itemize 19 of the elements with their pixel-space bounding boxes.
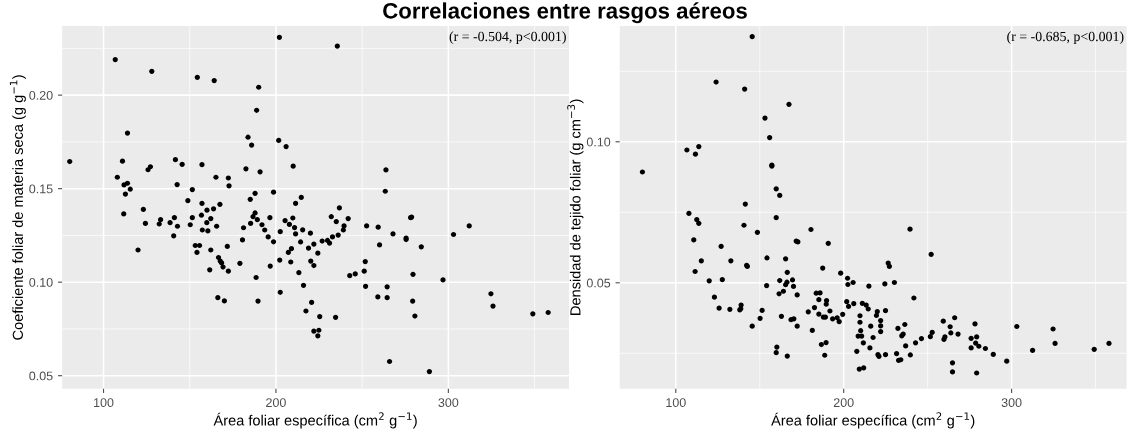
x-tick-label: 200 — [266, 398, 286, 408]
y-tick-label: 0.10 — [586, 137, 611, 147]
x-axis-title: Área foliar específica (cm$^{2}$ g$^{−1}$) — [213, 412, 417, 429]
y-tick-label: 0.10 — [29, 277, 53, 287]
x-tick-label: 200 — [833, 398, 854, 408]
y-tick-label: 0.05 — [29, 371, 53, 381]
x-tick-label: 100 — [666, 398, 686, 408]
y-axis-title: Coeficiente foliar de materia seca (g g$^{−1}$) — [9, 75, 26, 340]
y-axis-title: Densidad de tejido foliar (g cm$^{−3}$) — [567, 99, 584, 315]
annotation: (r = -0.685, p<0.001) — [1007, 31, 1124, 44]
y-tick-label: 0.05 — [586, 278, 611, 288]
y-tick-label: 0.15 — [29, 184, 53, 194]
x-tick-label: 300 — [1001, 398, 1022, 408]
y-tick-label: 0.20 — [29, 90, 53, 100]
chart-title: Correlaciones entre rasgos aéreos — [383, 2, 747, 24]
x-tick-label: 300 — [438, 398, 459, 408]
x-axis-title: Área foliar específica (cm$^{2}$ g$^{−1}$) — [771, 412, 975, 429]
annotation: (r = -0.504, p<0.001) — [449, 31, 566, 44]
x-tick-label: 100 — [94, 398, 114, 408]
